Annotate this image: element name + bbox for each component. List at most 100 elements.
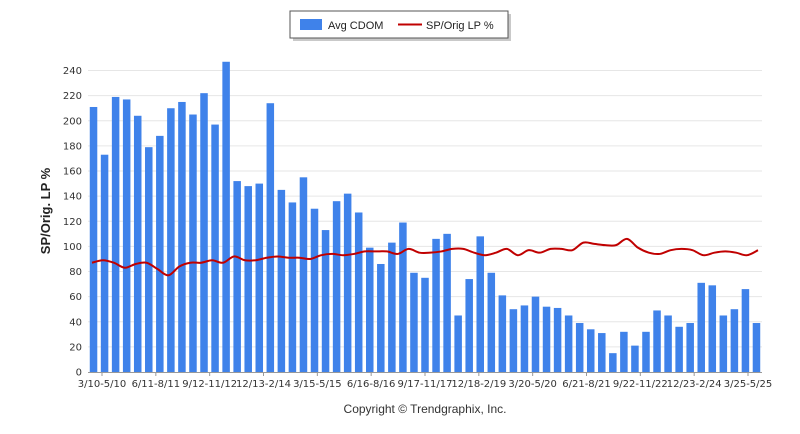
- bar: [321, 230, 330, 372]
- x-tick-label: 3/25-5/25: [724, 379, 773, 390]
- bar: [586, 329, 595, 372]
- bar: [631, 345, 639, 372]
- y-tick-label: 240: [63, 66, 82, 77]
- x-tick-label: 9/12-11/12: [182, 379, 237, 390]
- bar: [520, 305, 529, 372]
- y-tick-label: 0: [76, 368, 82, 379]
- bar: [343, 193, 352, 372]
- bar: [509, 309, 518, 372]
- bar: [686, 323, 694, 372]
- x-tick-label: 9/17-11/17: [398, 379, 453, 390]
- y-tick-label: 40: [69, 317, 82, 328]
- y-tick-label: 20: [69, 342, 82, 353]
- bar: [111, 96, 120, 372]
- bar: [189, 114, 197, 373]
- bar: [145, 147, 153, 372]
- x-tick-label: 12/13-2/14: [236, 379, 291, 390]
- y-tick-label: 140: [63, 192, 82, 203]
- x-tick-label: 3/20-5/20: [508, 379, 557, 390]
- bar: [432, 238, 440, 372]
- bar: [244, 186, 252, 372]
- legend-label-avg-cdom: Avg CDOM: [328, 20, 383, 32]
- bar: [498, 295, 507, 372]
- x-tick-label: 6/16-8/16: [347, 379, 396, 390]
- bar: [708, 285, 717, 372]
- copyright-text: Copyright © Trendgraphix, Inc.: [344, 402, 507, 416]
- y-tick-label: 60: [69, 292, 82, 303]
- bar: [310, 208, 319, 372]
- bar: [697, 282, 705, 372]
- y-tick-label: 180: [63, 141, 82, 152]
- bar: [156, 135, 164, 372]
- bar: [133, 115, 142, 372]
- bar: [664, 315, 672, 372]
- x-tick-label: 3/10-5/10: [78, 379, 127, 390]
- bar: [299, 177, 308, 372]
- bar: [598, 333, 606, 372]
- bar: [675, 326, 683, 372]
- x-tick-label: 6/21-8/21: [562, 379, 611, 390]
- y-tick-labels: 0 20 40 60 80 100 120 140 160 180 200 220 240: [63, 66, 82, 378]
- bar: [277, 189, 286, 372]
- bar: [410, 272, 418, 372]
- bar: [89, 106, 98, 372]
- bar: [399, 222, 407, 372]
- bar-swatch-icon: [300, 19, 322, 30]
- bar: [354, 212, 363, 372]
- bar: [752, 323, 761, 372]
- bar: [222, 61, 230, 372]
- x-tick-label: 6/11-8/11: [132, 379, 181, 390]
- line-series-sp-orig-lp: [91, 237, 759, 277]
- bar: [178, 101, 186, 373]
- bar: [443, 233, 451, 372]
- bar: [609, 353, 617, 372]
- bar: [730, 309, 739, 372]
- bar: [332, 201, 341, 372]
- legend: Avg CDOM SP/Orig LP %: [289, 10, 511, 41]
- y-tick-label: 80: [69, 267, 82, 278]
- bar: [741, 289, 750, 372]
- bar: [487, 272, 496, 372]
- bar: [620, 331, 628, 372]
- bar: [288, 202, 297, 372]
- y-tick-label: 220: [63, 91, 82, 102]
- bar: [365, 247, 374, 372]
- y-tick-label: 160: [63, 167, 82, 178]
- bar: [719, 315, 728, 372]
- y-tick-label: 200: [63, 116, 82, 127]
- bar: [122, 99, 131, 372]
- x-tick-label: 12/23-2/24: [667, 379, 722, 390]
- x-tick-label: 3/15-5/15: [293, 379, 342, 390]
- bar: [465, 279, 473, 372]
- bar: [211, 124, 219, 373]
- y-tick-label: 120: [63, 217, 82, 228]
- bar-series-avg-cdom: [89, 61, 761, 373]
- legend-label-sp-orig-lp: SP/Orig LP %: [426, 20, 494, 32]
- bar: [100, 154, 109, 372]
- bar: [564, 315, 573, 372]
- bar: [266, 103, 275, 372]
- x-tick-label: 9/22-11/22: [613, 379, 668, 390]
- bar: [255, 183, 264, 372]
- bar: [454, 315, 462, 372]
- bar: [553, 307, 562, 372]
- bar: [421, 277, 429, 372]
- bar: [233, 181, 241, 372]
- bar: [377, 263, 385, 372]
- y-axis-label: SP/Orig. LP %: [38, 167, 53, 254]
- x-tick-label: 12/18-2/19: [451, 379, 506, 390]
- line-path: [91, 237, 759, 277]
- bar: [642, 331, 650, 372]
- bar: [476, 236, 485, 372]
- bar: [575, 323, 584, 372]
- bar: [542, 306, 551, 372]
- bar: [653, 310, 661, 372]
- bar: [167, 108, 175, 373]
- y-tick-label: 100: [63, 242, 82, 253]
- bar: [531, 296, 540, 372]
- bar: [200, 93, 208, 372]
- bar: [388, 242, 396, 372]
